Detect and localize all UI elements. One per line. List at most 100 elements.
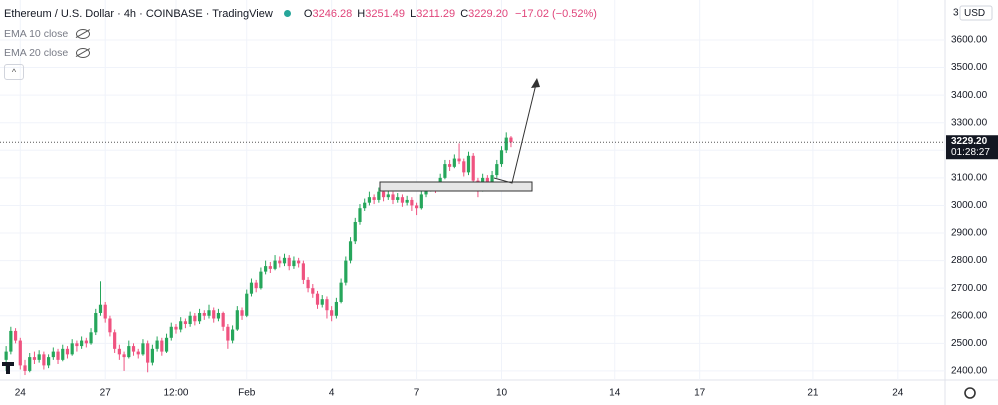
indicator-name: EMA 20 close [4, 47, 69, 59]
candle-body [42, 354, 46, 366]
l-label: L [410, 8, 417, 20]
candle-body [160, 340, 164, 352]
candle-body [51, 351, 55, 358]
candle-body [462, 161, 466, 173]
candle-body [405, 199, 409, 203]
o-value: 3246.28 [312, 8, 353, 20]
candle-body [28, 357, 32, 371]
symbol: Ethereum / U.S. Dollar · 4h · COINBASE ·… [4, 8, 273, 20]
candle-body [46, 357, 51, 366]
x-tick-label: 24 [892, 388, 904, 399]
x-tick-label: 21 [807, 388, 819, 399]
currency-button[interactable] [959, 5, 993, 21]
countdown: 01:28:27 [951, 147, 990, 158]
last-price-label: 3229.20 [951, 136, 988, 147]
candle-body [367, 197, 372, 203]
y-tick-label: 2700.00 [951, 283, 988, 294]
candle-body [226, 326, 230, 341]
candle-body [301, 263, 305, 280]
o-label: O [303, 8, 313, 20]
status-dot [283, 10, 291, 17]
candle-body [499, 150, 504, 165]
y-tick-label: 3000.00 [951, 200, 988, 211]
candle-body [235, 310, 239, 330]
hide-icon[interactable] [76, 29, 91, 40]
axis-menu[interactable]: 3 [953, 8, 959, 19]
candle-body [32, 357, 37, 360]
candle-body [386, 194, 390, 198]
candle-body [4, 351, 8, 360]
candle-body [240, 310, 244, 316]
candle-body [146, 343, 150, 363]
candle-body [117, 348, 121, 355]
x-tick-label: 7 [414, 388, 420, 399]
settings-icon[interactable] [964, 387, 976, 399]
candle-body [155, 340, 159, 349]
candle-body [297, 260, 301, 264]
tv-logo [2, 362, 14, 374]
candle-body [400, 197, 405, 203]
candle-body [230, 329, 235, 341]
candle-body [353, 221, 357, 242]
candle-body [358, 208, 362, 222]
currency[interactable]: USD [964, 8, 985, 19]
candle-body [183, 321, 188, 325]
candle-body [414, 205, 419, 209]
candle-body [80, 340, 84, 347]
projection-arrow [493, 79, 538, 184]
candle-body [344, 260, 348, 283]
candle-body [179, 321, 183, 330]
candle-body [98, 304, 103, 313]
candle-body [131, 346, 136, 352]
candle-body [339, 282, 343, 302]
candle-body [287, 257, 291, 267]
candle-body [254, 282, 258, 289]
candle-body [264, 266, 268, 272]
candle-body [471, 155, 475, 181]
candle-body [448, 164, 452, 167]
candle-body [13, 330, 18, 341]
candle-body [391, 194, 395, 200]
candle-body [136, 351, 140, 355]
indicator[interactable]: EMA 20 close [4, 47, 91, 59]
candle-body [56, 351, 60, 360]
candle-body [202, 312, 206, 316]
indicator-name: EMA 10 close [4, 28, 69, 40]
collapse-button[interactable]: ^ [4, 64, 24, 80]
indicator[interactable]: EMA 10 close [4, 28, 91, 40]
candle-body [372, 197, 376, 200]
c-label: C [460, 8, 469, 20]
candle-body [108, 318, 112, 333]
support-zone [379, 181, 533, 192]
y-tick-label: 3400.00 [951, 90, 988, 101]
candle-body [150, 348, 154, 363]
y-tick-label: 2900.00 [951, 228, 988, 239]
candle-body [363, 202, 367, 209]
candle-body [348, 241, 353, 261]
x-tick-label: 4 [329, 388, 335, 399]
candle-body [164, 337, 169, 352]
candle-body [495, 164, 499, 176]
candle-body [75, 343, 79, 347]
candle-body [377, 191, 381, 200]
candle-body [65, 348, 70, 355]
candle-body [84, 340, 88, 344]
y-tick-label: 2800.00 [951, 255, 988, 266]
candle-body [457, 158, 461, 162]
c-value: 3229.20 [468, 8, 508, 20]
candle-body [103, 304, 107, 319]
hide-icon[interactable] [76, 48, 91, 59]
candle-body [334, 301, 338, 316]
candle-body [37, 354, 41, 360]
candle-body [216, 312, 221, 319]
l-value: 3211.29 [416, 8, 456, 20]
y-tick-label: 2400.00 [951, 366, 988, 377]
candle-body [306, 279, 310, 289]
candle-body [381, 191, 386, 198]
candle-body [188, 315, 192, 325]
candle-body [221, 312, 225, 327]
candle-body [113, 332, 117, 349]
candle-body [94, 312, 98, 333]
